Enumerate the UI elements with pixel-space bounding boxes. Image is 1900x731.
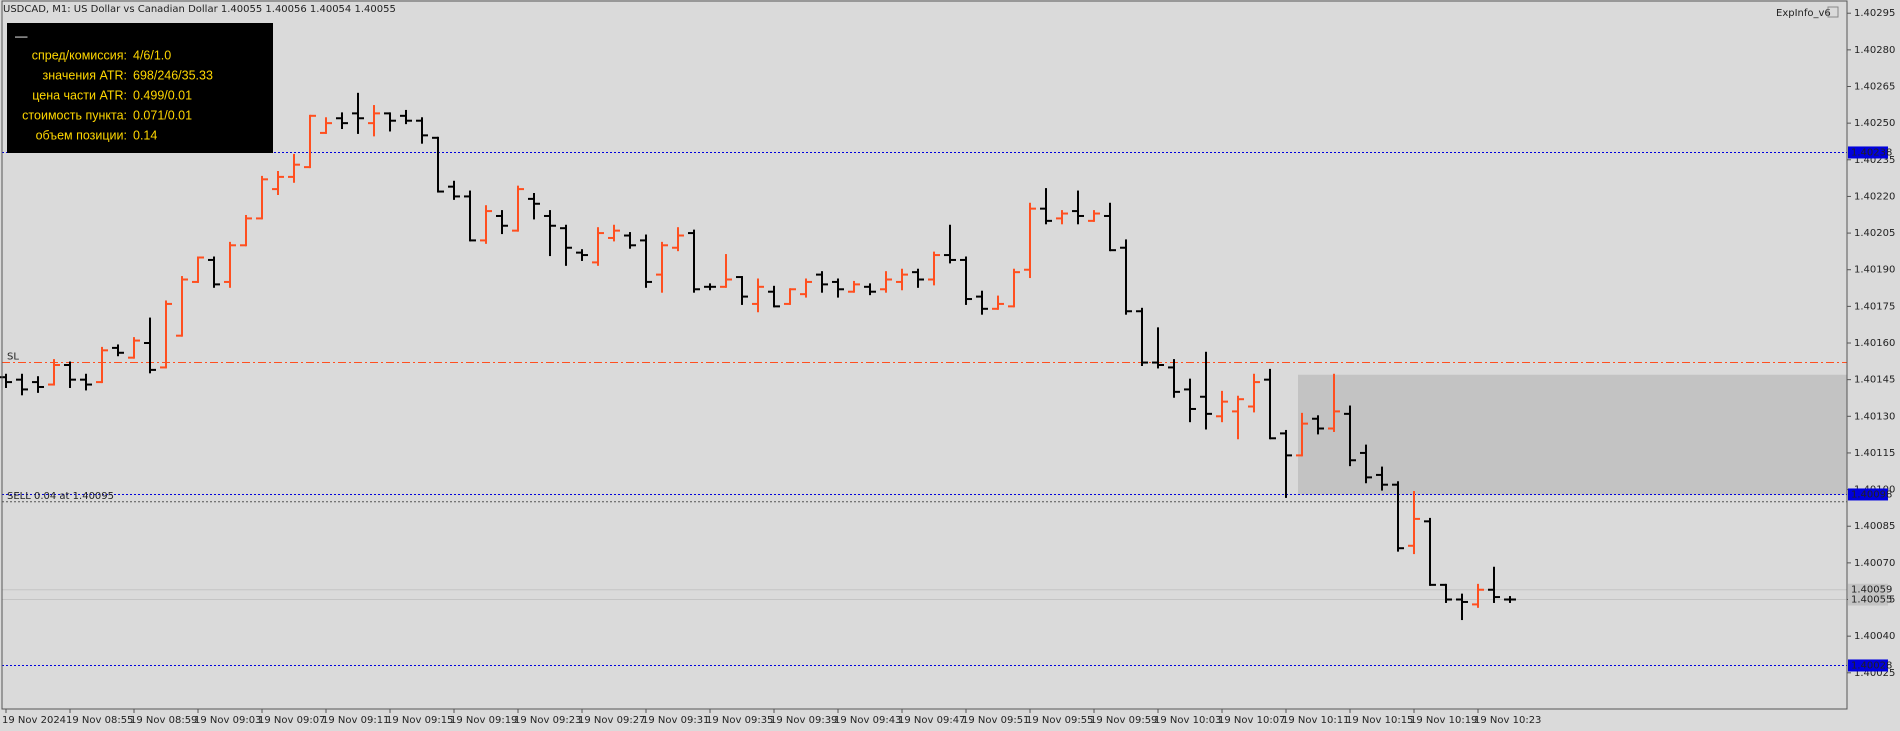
x-tick-label: 19 Nov 09:03 — [194, 715, 261, 726]
info-panel: — спред/комиссия: 4/6/1.0 значения ATR: 698… — [7, 23, 273, 153]
y-tick-label: 1.40040 — [1854, 631, 1895, 642]
x-tick-label: 19 Nov 09:27 — [578, 715, 645, 726]
x-tick-label: 19 Nov 09:55 — [1026, 715, 1093, 726]
panel-value: 4/6/1.0 — [133, 48, 171, 62]
panel-value: 0.071/0.01 — [133, 108, 192, 122]
y-tick-label: 1.40115 — [1854, 448, 1895, 459]
zone-rect — [1298, 374, 1847, 495]
level-layer: SL SELL 0.04 at 1.40095 — [2, 151, 1847, 666]
bar-layer — [0, 92, 1516, 621]
price-box-label: 1.40059 — [1851, 585, 1892, 596]
chart-title: USDCAD, M1: US Dollar vs Canadian Dollar… — [3, 4, 396, 15]
panel-label: стоимость пункта: — [22, 108, 127, 122]
y-tick-label: 1.40130 — [1854, 411, 1895, 422]
y-tick-label: 1.40190 — [1854, 265, 1895, 276]
panel-minimize[interactable]: — — [15, 29, 28, 43]
x-tick-label: 19 Nov 10:03 — [1154, 715, 1221, 726]
price-box-label: 1.40098 — [1851, 489, 1892, 500]
price-box — [1848, 583, 1888, 596]
y-tick-label: 1.40220 — [1854, 191, 1895, 202]
y-tick-label: 1.40205 — [1854, 228, 1895, 239]
info-panel-background — [7, 23, 273, 153]
price-box-label: 1.40055 — [1851, 595, 1892, 606]
x-tick-label: 19 Nov 08:55 — [66, 715, 133, 726]
y-tick-label: 1.40160 — [1854, 338, 1895, 349]
y-tick-label: 1.40175 — [1854, 301, 1895, 312]
x-tick-label: 19 Nov 10:07 — [1218, 715, 1285, 726]
panel-label: спред/комиссия: — [32, 48, 127, 62]
x-tick-label: 19 Nov 09:59 — [1090, 715, 1157, 726]
x-tick-label: 19 Nov 09:19 — [450, 715, 517, 726]
price-box — [1848, 146, 1888, 159]
x-tick-label: 19 Nov 10:11 — [1282, 715, 1349, 726]
panel-label: значения ATR: — [43, 68, 127, 82]
y-tick-label: 1.40250 — [1854, 118, 1895, 129]
x-tick-label: 19 Nov 08:59 — [130, 715, 197, 726]
x-tick-label: 19 Nov 09:35 — [706, 715, 773, 726]
x-tick-label: 19 Nov 10:23 — [1474, 715, 1541, 726]
panel-label: цена части ATR: — [32, 88, 127, 102]
x-tick-label: 19 Nov 09:23 — [514, 715, 581, 726]
level-label: SL — [7, 352, 19, 363]
y-tick-label: 1.40070 — [1854, 558, 1895, 569]
y-tick-label: 1.40265 — [1854, 82, 1895, 93]
x-tick-label: 19 Nov 10:19 — [1410, 715, 1477, 726]
panel-rows: спред/комиссия: 4/6/1.0 значения ATR: 698/2… — [22, 48, 213, 142]
price-box-label: 1.40238 — [1851, 147, 1892, 158]
axis-layer: 1.40025 1.40040 1.40055 1.40070 1.40085 1.401… — [2, 8, 1895, 726]
price-box — [1848, 488, 1888, 501]
price-box — [1848, 659, 1888, 672]
y-tick-label: 1.40025 — [1854, 668, 1895, 679]
zone-layer — [1298, 374, 1847, 495]
x-tick-label: 19 Nov 09:15 — [386, 715, 453, 726]
x-tick-label: 19 Nov 09:47 — [898, 715, 965, 726]
x-tick-label: 19 Nov 09:43 — [834, 715, 901, 726]
price-box — [1848, 593, 1888, 606]
panel-value: 0.499/0.01 — [133, 88, 192, 102]
panel-label: объем позиции: — [36, 128, 127, 142]
indicator-icon[interactable] — [1827, 6, 1839, 18]
panel-value: 0.14 — [133, 128, 157, 142]
plot-frame — [1, 0, 1848, 710]
x-tick-label: 19 Nov 10:15 — [1346, 715, 1413, 726]
level-label: SELL 0.04 at 1.40095 — [7, 491, 114, 502]
price-box-label: 1.40028 — [1851, 660, 1892, 671]
indicator-name: ExpInfo_v6 — [1776, 8, 1831, 19]
panel-value: 698/246/35.33 — [133, 68, 213, 82]
y-tick-label: 1.40295 — [1854, 8, 1895, 19]
x-tick-label: 19 Nov 09:31 — [642, 715, 709, 726]
y-tick-label: 1.40280 — [1854, 45, 1895, 56]
x-tick-label: 19 Nov 2024 — [2, 715, 66, 726]
x-tick-label: 19 Nov 09:07 — [258, 715, 325, 726]
x-tick-label: 19 Nov 09:39 — [770, 715, 837, 726]
y-tick-label: 1.40145 — [1854, 375, 1895, 386]
x-tick-label: 19 Nov 09:51 — [962, 715, 1029, 726]
y-tick-label: 1.40235 — [1854, 155, 1895, 166]
y-tick-label: 1.40085 — [1854, 521, 1895, 532]
x-tick-label: 19 Nov 09:11 — [322, 715, 389, 726]
